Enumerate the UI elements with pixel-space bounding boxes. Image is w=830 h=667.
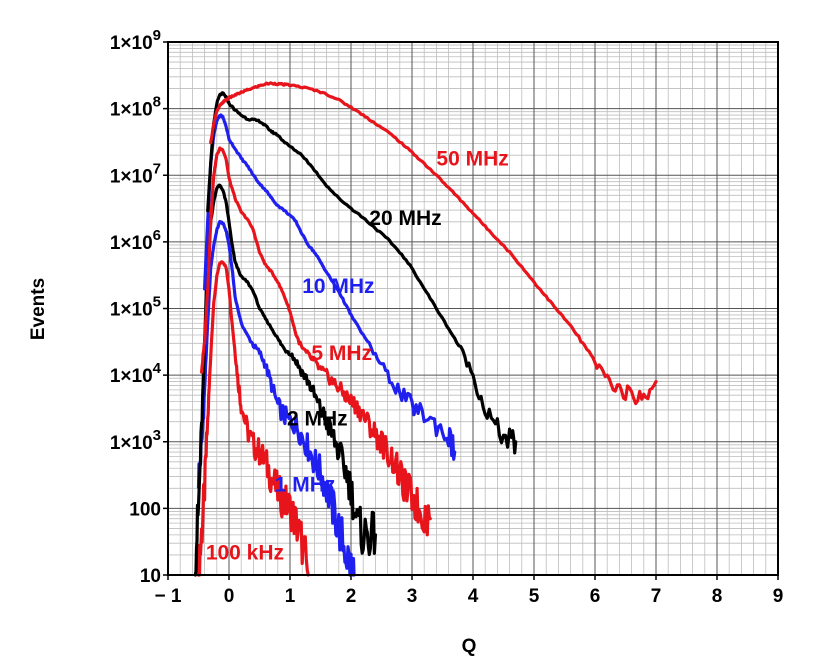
y-tick-label: 10 (140, 566, 161, 587)
grid (167, 41, 779, 576)
series-label-1-mhz: 1 MHz (275, 473, 336, 496)
y-tick-label: 1×108 (110, 94, 161, 121)
x-tick-label: 2 (346, 586, 357, 607)
series-labels: 50 MHz 20 MHz 10 MHz 5 MHz 2 MHz 1 MHz 100 kHz (206, 148, 509, 565)
series-label-10-mhz: 10 MHz (302, 275, 374, 298)
x-tick-label: 6 (590, 586, 601, 607)
series-line-20-mhz (206, 91, 518, 455)
series-line-5-mhz (200, 146, 432, 537)
x-tick-label: 4 (468, 586, 479, 607)
y-tick-label: 1×107 (110, 160, 161, 187)
y-tick-label: 1×104 (110, 360, 162, 387)
series-label-50-mhz: 50 MHz (436, 148, 508, 171)
series-line-1-mhz (196, 220, 356, 577)
y-tick-label: 1×106 (110, 227, 161, 254)
y-tick-label: 1×105 (110, 294, 161, 321)
x-tick-label: 7 (651, 586, 662, 607)
x-tick-label: − 1 (155, 586, 182, 607)
x-tick-label: 8 (712, 586, 723, 607)
x-tick-label: 9 (773, 586, 784, 607)
series-line-2-mhz (193, 183, 377, 577)
y-tick-label: 1×109 (110, 27, 161, 54)
series-line-50-mhz (209, 81, 658, 406)
y-axis-ticks: 10 100 1×103 1×104 1×105 1×106 1×107 1×108 1×109 (110, 27, 168, 587)
series-line-10-mhz (203, 113, 457, 461)
x-tick-label: 3 (407, 586, 418, 607)
x-tick-label: 5 (529, 586, 540, 607)
series-label-100-khz: 100 kHz (206, 542, 284, 565)
x-tick-label: 0 (224, 586, 235, 607)
series-label-5-mhz: 5 MHz (311, 342, 372, 365)
series-label-2-mhz: 2 MHz (287, 408, 348, 431)
y-axis-title: Events (28, 278, 49, 340)
series-label-20-mhz: 20 MHz (369, 207, 441, 230)
series-lines (193, 81, 658, 577)
y-tick-label: 1×103 (110, 427, 161, 454)
x-axis-ticks: − 1 0 1 2 3 4 5 6 7 8 9 (155, 575, 784, 607)
x-tick-label: 1 (285, 586, 296, 607)
x-axis-title: Q (462, 636, 477, 657)
y-tick-label: 100 (129, 499, 161, 520)
series-line-100-khz (196, 260, 310, 577)
